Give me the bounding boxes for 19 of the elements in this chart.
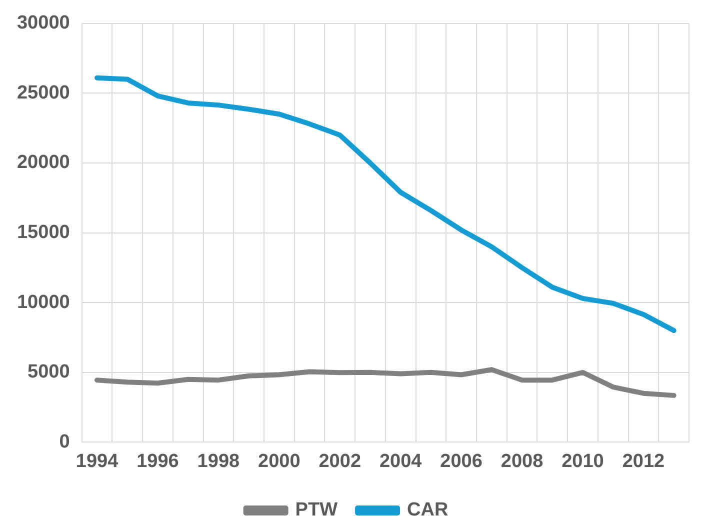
y-tick-label: 20000 (16, 152, 70, 174)
x-tick-label: 2002 (318, 450, 362, 472)
y-tick-label: 25000 (16, 82, 70, 104)
y-tick-label: 10000 (16, 292, 70, 313)
x-tick-label: 2000 (258, 450, 300, 472)
x-tick-label: 1996 (136, 450, 179, 472)
x-tick-label: 2004 (379, 450, 422, 472)
y-tick-label: 0 (59, 431, 70, 452)
x-tick-label: 1994 (76, 450, 119, 472)
legend-label: PTW (295, 500, 338, 521)
x-tick-label: 2006 (440, 450, 482, 472)
x-tick-label: 2012 (622, 450, 665, 472)
x-tick-label: 2010 (562, 450, 604, 472)
y-tick-label: 5000 (28, 362, 70, 383)
legend-label: CAR (407, 500, 448, 521)
x-tick-label: 2008 (500, 450, 544, 472)
y-tick-label: 30000 (16, 12, 70, 34)
y-tick-label: 15000 (16, 222, 70, 244)
x-tick-label: 1998 (197, 450, 240, 472)
